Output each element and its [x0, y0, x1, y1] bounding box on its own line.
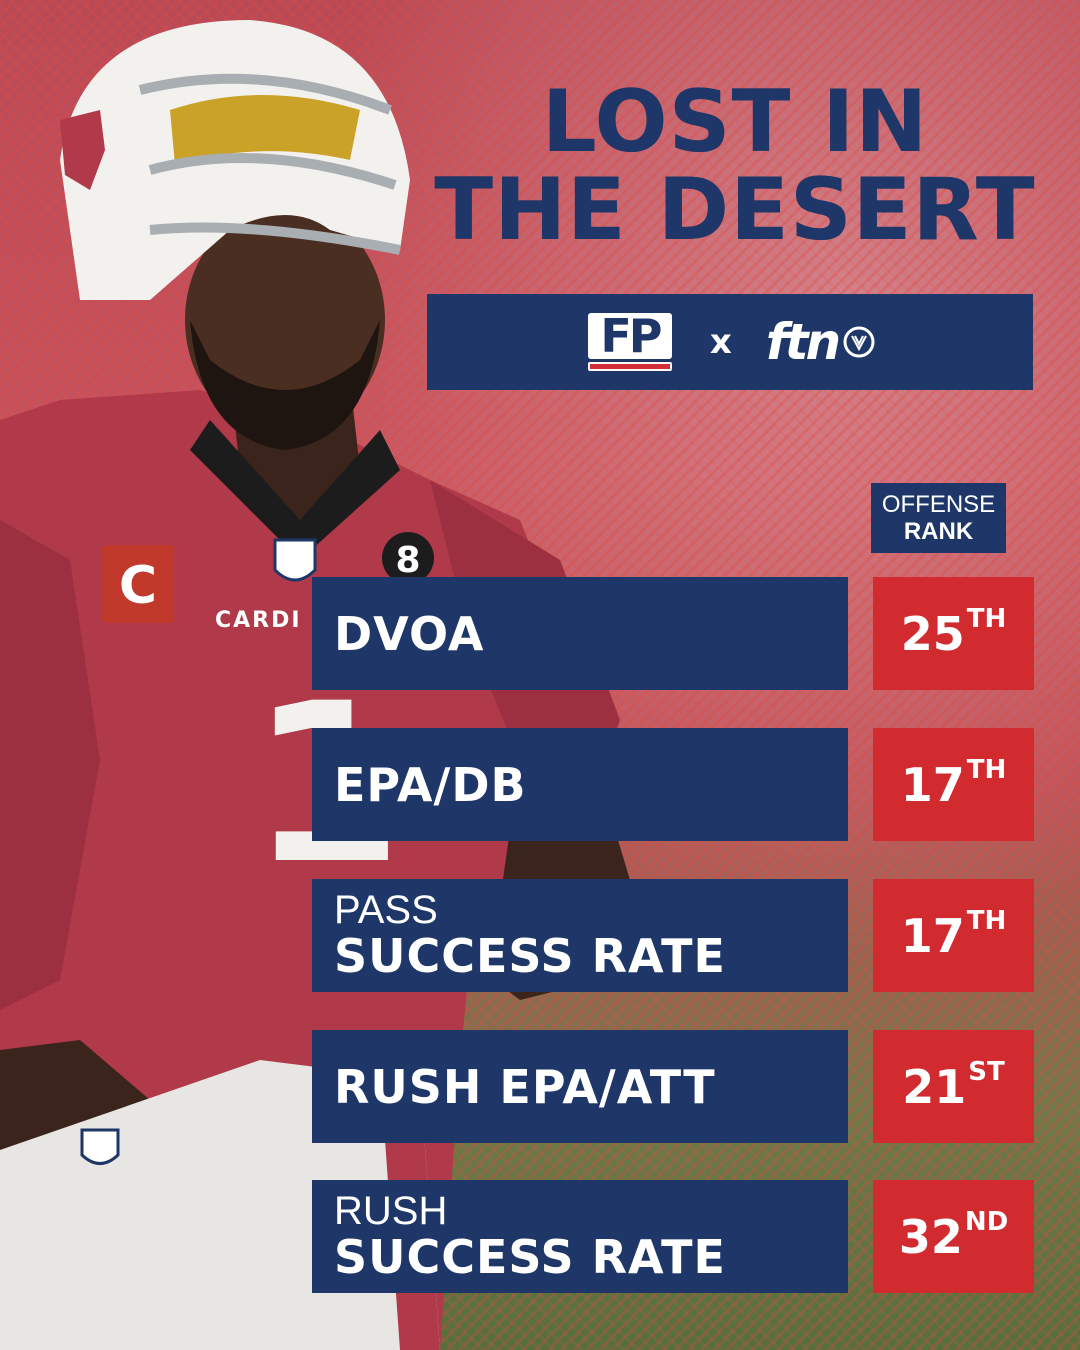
offense-rank-header: OFFENSE RANK: [871, 483, 1006, 553]
rank-suffix: TH: [966, 754, 1007, 785]
stat-label-text: SUCCESS RATE: [334, 1229, 726, 1284]
jersey-team-text: CARDI: [215, 608, 302, 633]
stat-row-rush-epa-att: RUSH EPA/ATT 21 ST: [312, 1030, 1034, 1143]
rank-number: 32: [898, 1209, 963, 1264]
stat-label: DVOA: [312, 577, 848, 690]
fp-logo-text: FP: [600, 309, 662, 363]
rank-header-line-2: RANK: [903, 518, 974, 545]
stat-rank: 17 TH: [873, 728, 1034, 841]
stat-label-text: SUCCESS RATE: [334, 928, 726, 983]
stat-row-epa-db: EPA/DB 17 TH: [312, 728, 1034, 841]
captain-patch-text: C: [119, 556, 157, 616]
stat-row-rush-success-rate: RUSH SUCCESS RATE 32 ND: [312, 1180, 1034, 1293]
stat-label-prefix: RUSH: [334, 1188, 448, 1233]
rank-suffix: ST: [968, 1056, 1005, 1087]
stat-rank: 25 TH: [873, 577, 1034, 690]
stat-rank: 32 ND: [873, 1180, 1034, 1293]
rank-number: 25: [900, 606, 965, 661]
captain-patch: [102, 545, 174, 623]
rank-suffix: TH: [966, 603, 1007, 634]
left-sleeve: [0, 520, 100, 1010]
stat-rank: 17 TH: [873, 879, 1034, 992]
pants-nfl-shield-icon: [80, 1128, 120, 1165]
rank-number: 17: [900, 908, 965, 963]
rank-number: 21: [902, 1059, 967, 1114]
ftn-logo-text: ftn: [765, 313, 841, 371]
stat-label: EPA/DB: [312, 728, 848, 841]
stat-label-text: RUSH EPA/ATT: [334, 1059, 716, 1114]
visor: [170, 95, 360, 165]
rank-header-line-1: OFFENSE: [881, 491, 996, 518]
rank-number: 17: [900, 757, 965, 812]
sleeve-badge: [382, 532, 434, 584]
nfl-shield-icon: [273, 538, 317, 582]
rank-suffix: ND: [964, 1206, 1009, 1237]
football-icon: [843, 326, 875, 358]
stat-label: RUSH EPA/ATT: [312, 1030, 848, 1143]
partner-logo-bar: FP x ftn: [427, 294, 1033, 390]
stat-label-text: DVOA: [334, 606, 485, 661]
ftn-logo: ftn: [766, 313, 876, 371]
stat-label-prefix: PASS: [334, 887, 438, 932]
sleeve-number: 8: [395, 540, 420, 581]
stat-label-text: EPA/DB: [334, 757, 527, 812]
logo-separator: x: [709, 322, 732, 362]
helmet-cardinal-logo: [60, 110, 105, 190]
headline-line-1: LOST IN: [541, 72, 929, 172]
stat-label: PASS SUCCESS RATE: [312, 879, 848, 992]
stat-row-pass-success-rate: PASS SUCCESS RATE 17 TH: [312, 879, 1034, 992]
collar: [190, 420, 400, 560]
facemask: [138, 73, 401, 255]
stat-row-dvoa: DVOA 25 TH: [312, 577, 1034, 690]
rank-suffix: TH: [966, 905, 1007, 936]
headline: LOST IN THE DESERT: [420, 78, 1050, 254]
beard: [190, 320, 380, 450]
fp-logo: FP: [584, 309, 676, 373]
stat-rank: 21 ST: [873, 1030, 1034, 1143]
headline-line-2: THE DESERT: [434, 160, 1036, 260]
stat-label: RUSH SUCCESS RATE: [312, 1180, 848, 1293]
